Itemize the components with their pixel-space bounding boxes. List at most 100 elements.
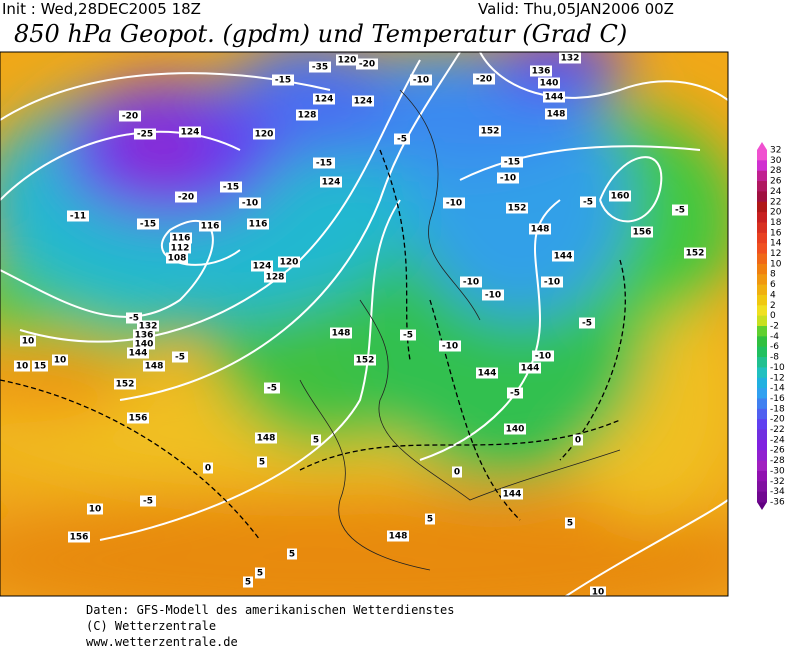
contour-label: -20 bbox=[359, 60, 375, 70]
contour-label: 156 bbox=[633, 228, 652, 238]
contour-label: 152 bbox=[116, 380, 135, 390]
contour-label-box bbox=[127, 347, 149, 359]
contour-label: 144 bbox=[554, 252, 573, 262]
contour-label-box bbox=[126, 312, 142, 324]
colorbar-swatch bbox=[757, 201, 767, 213]
contour-label-box bbox=[579, 317, 595, 329]
contour-label: 144 bbox=[545, 93, 564, 103]
contour-label-box bbox=[400, 329, 416, 341]
colorbar-label: -18 bbox=[770, 404, 785, 414]
colorbar-label: 26 bbox=[770, 177, 782, 187]
contour-label: 10 bbox=[16, 362, 29, 372]
contour-label-box bbox=[140, 495, 156, 507]
colorbar-label: -22 bbox=[770, 425, 785, 435]
contour-label-box bbox=[253, 128, 275, 140]
colorbar-label: 12 bbox=[770, 249, 781, 259]
colorbar-label: 22 bbox=[770, 197, 781, 207]
colorbar-swatch bbox=[757, 336, 767, 348]
contour-label-box bbox=[255, 432, 277, 444]
contour-label: 10 bbox=[22, 337, 35, 347]
contour-label-box bbox=[255, 567, 265, 579]
contour-label: -10 bbox=[463, 278, 479, 288]
contour-label-box bbox=[529, 223, 551, 235]
colorbar-label: -4 bbox=[770, 332, 779, 342]
contour-label: -15 bbox=[275, 76, 291, 86]
colorbar-swatch bbox=[757, 253, 767, 265]
colorbar-label: -16 bbox=[770, 394, 785, 404]
colorbar-swatch bbox=[757, 315, 767, 327]
contour-label: 5 bbox=[257, 569, 263, 579]
contour-label-box bbox=[257, 456, 267, 468]
colorbar-label: -8 bbox=[770, 353, 779, 363]
contour-label-box bbox=[166, 252, 188, 264]
contour-label-box bbox=[482, 289, 504, 301]
contour-label: -5 bbox=[510, 389, 520, 399]
colorbar-label: -14 bbox=[770, 384, 785, 394]
colorbar-label: -30 bbox=[770, 466, 785, 476]
contour-label-box bbox=[311, 434, 321, 446]
contour-label-box bbox=[387, 530, 409, 542]
contour-label-box bbox=[278, 256, 300, 268]
colorbar-label: 4 bbox=[770, 290, 776, 300]
contour-label-box bbox=[580, 196, 596, 208]
contour-label: 116 bbox=[201, 222, 220, 232]
contour-label-box bbox=[313, 93, 335, 105]
contour-label-box bbox=[519, 362, 541, 374]
contour-label-box bbox=[247, 218, 269, 230]
contour-label: 148 bbox=[389, 532, 408, 542]
contour-label-box bbox=[452, 466, 462, 478]
contour-label-box bbox=[243, 576, 253, 588]
contour-label: -10 bbox=[446, 199, 462, 209]
colorbar-top-arrow bbox=[757, 142, 767, 150]
contour-label-box bbox=[609, 190, 631, 202]
colorbar-swatch bbox=[757, 377, 767, 389]
contour-label: 124 bbox=[181, 128, 200, 138]
colorbar-swatch bbox=[757, 346, 767, 358]
colorbar-label: 16 bbox=[770, 228, 782, 238]
contour-label-box bbox=[356, 58, 378, 70]
colorbar-swatch bbox=[757, 408, 767, 420]
colorbar-label: 30 bbox=[770, 156, 782, 166]
contour-label-box bbox=[473, 73, 495, 85]
contour-label: -15 bbox=[504, 158, 520, 168]
colorbar-swatch bbox=[757, 222, 767, 234]
colorbar-label: 2 bbox=[770, 301, 776, 311]
contour-label: 124 bbox=[322, 178, 341, 188]
contour-label: -35 bbox=[312, 63, 328, 73]
footer-copyright: (C) Wetterzentrale bbox=[86, 619, 216, 633]
colorbar-label: 28 bbox=[770, 166, 782, 176]
contour-label-box bbox=[203, 462, 213, 474]
colorbar-swatch bbox=[757, 388, 767, 399]
contour-label: -15 bbox=[316, 159, 332, 169]
colorbar-swatch bbox=[757, 305, 767, 317]
contour-label: 128 bbox=[266, 273, 285, 283]
colorbar-label: 0 bbox=[770, 311, 776, 321]
contour-label: -10 bbox=[413, 76, 429, 86]
contour-label-box bbox=[545, 108, 567, 120]
colorbar-label: -10 bbox=[770, 363, 785, 373]
contour-label: 136 bbox=[532, 67, 551, 77]
contour-label: -5 bbox=[267, 384, 277, 394]
contour-label-box bbox=[127, 412, 149, 424]
contour-label-box bbox=[439, 340, 461, 352]
contour-label: -11 bbox=[70, 212, 86, 222]
contour-label-box bbox=[336, 54, 358, 66]
contour-label-box bbox=[425, 513, 435, 525]
contour-label: -5 bbox=[397, 135, 407, 145]
contour-label-box bbox=[32, 360, 48, 372]
contour-label-box bbox=[114, 378, 136, 390]
contour-label-box bbox=[14, 360, 30, 372]
colorbar-swatch bbox=[757, 491, 767, 503]
colorbar-label: 20 bbox=[770, 208, 782, 218]
colorbar-swatch bbox=[757, 263, 767, 275]
contour-label-box bbox=[672, 204, 688, 216]
colorbar-label: -34 bbox=[770, 487, 785, 497]
contour-label: 0 bbox=[205, 464, 211, 474]
contour-label-box bbox=[143, 360, 165, 372]
contour-label-box bbox=[67, 210, 89, 222]
contour-label: 0 bbox=[454, 468, 460, 478]
contour-label-box bbox=[460, 276, 482, 288]
colorbar-swatch bbox=[757, 470, 767, 482]
init-time: Init : Wed,28DEC2005 18Z bbox=[2, 0, 201, 18]
